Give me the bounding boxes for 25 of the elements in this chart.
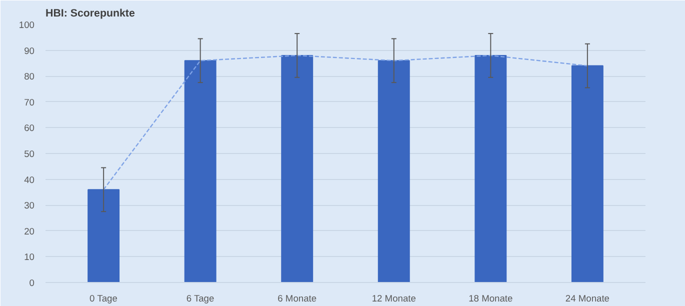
y-tick-label: 70: [24, 97, 35, 108]
y-tick-label: 20: [24, 226, 35, 236]
y-tick-label: 40: [24, 174, 35, 185]
bar: [88, 189, 120, 282]
chart-title: HBI: Scorepunkte: [46, 8, 135, 20]
y-tick-label: 10: [24, 252, 35, 262]
x-tick-label: 24 Monate: [565, 294, 610, 304]
line-series: [102, 54, 588, 190]
y-tick-label: 80: [24, 72, 35, 82]
y-tick-label: 30: [24, 200, 35, 211]
bar: [378, 60, 410, 282]
x-tick-label: 6 Monate: [278, 294, 317, 304]
bar: [281, 54, 314, 282]
y-tick-label: 0: [29, 278, 35, 288]
x-tick-label: 0 Tage: [90, 294, 118, 304]
x-tick-label: 6 Tage: [186, 294, 214, 304]
y-tick-label: 90: [24, 46, 35, 56]
bar: [474, 54, 507, 282]
x-tick-label: 18 Monate: [468, 294, 513, 304]
bar: [184, 60, 216, 282]
y-tick-label: 60: [24, 123, 35, 134]
bar: [571, 65, 604, 282]
x-tick-label: 12 Monate: [372, 294, 416, 304]
y-tick-label: 50: [24, 149, 35, 159]
y-tick-label: 100: [18, 20, 35, 30]
